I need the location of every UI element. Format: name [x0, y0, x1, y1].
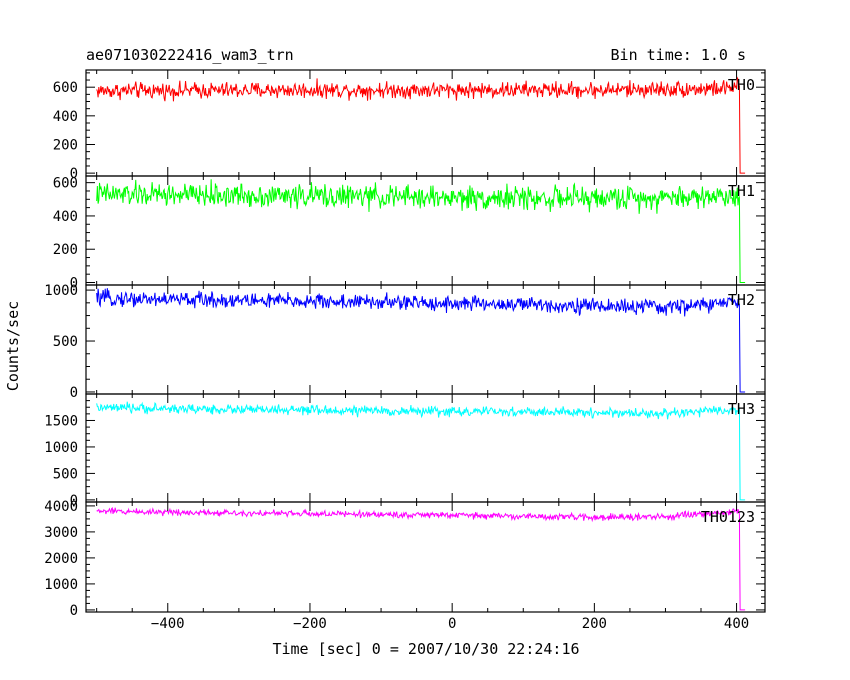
panel-th0123: 0 1000 2000 3000 4000 TH0123 [44, 499, 766, 619]
panel-th3: 0 500 1000 1500 TH3 [44, 393, 766, 509]
y-tick-label: 0 [70, 276, 78, 292]
series-line-th3 [96, 401, 746, 501]
y-tick-label: 1500 [44, 413, 78, 429]
y-tick-label: 0 [70, 166, 78, 182]
y-tick-label: 400 [53, 209, 78, 225]
y-tick-label: 400 [53, 109, 78, 125]
series-line-th1 [96, 179, 746, 283]
x-axis-label: Time [sec] 0 = 2007/10/30 22:24:16 [272, 640, 579, 658]
y-tick-label: 0 [70, 493, 78, 509]
y-tick-label: 200 [53, 242, 78, 258]
y-tick-label: 0 [70, 385, 78, 401]
chart-title: ae071030222416_wam3_trn [86, 46, 294, 64]
y-tick-label: 3000 [44, 525, 78, 541]
y-tick-label: 500 [53, 334, 78, 350]
series-line-th0123 [96, 506, 746, 611]
panel-th1: 0 200 400 600 TH1 [53, 175, 766, 292]
x-tick-label: 0 [448, 616, 456, 632]
panel-name-th0: TH0 [728, 76, 755, 94]
panel-name-th0123: TH0123 [701, 508, 755, 526]
y-tick-label: 0 [70, 603, 78, 619]
series-line-th0 [96, 76, 746, 174]
x-tick-label: 400 [724, 616, 749, 632]
panels-group: 0 200 400 600 TH0 0 200 400 600 TH1 0 500 1000 TH2 0 50… [44, 69, 766, 632]
y-tick-label: 500 [53, 466, 78, 482]
panel-name-th1: TH1 [728, 182, 755, 200]
series-line-th2 [96, 288, 746, 393]
y-tick-label: 1000 [44, 577, 78, 593]
panel-name-th2: TH2 [728, 291, 755, 309]
y-tick-label: 2000 [44, 551, 78, 567]
y-tick-label: 600 [53, 80, 78, 96]
panel-th0: 0 200 400 600 TH0 [53, 69, 766, 182]
y-tick-label: 1000 [44, 440, 78, 456]
panel-th2: 0 500 1000 TH2 [44, 283, 766, 401]
y-tick-label: 4000 [44, 499, 78, 515]
panel-frame [85, 501, 766, 613]
x-tick-label: −400 [151, 616, 185, 632]
y-tick-label: 1000 [44, 283, 78, 299]
panel-name-th3: TH3 [728, 400, 755, 418]
y-tick-label: 200 [53, 137, 78, 153]
x-tick-label: 200 [582, 616, 607, 632]
y-tick-label: 600 [53, 176, 78, 192]
x-tick-label: −200 [293, 616, 327, 632]
bin-time-label: Bin time: 1.0 s [611, 46, 746, 64]
y-axis-label: Counts/sec [4, 301, 22, 391]
